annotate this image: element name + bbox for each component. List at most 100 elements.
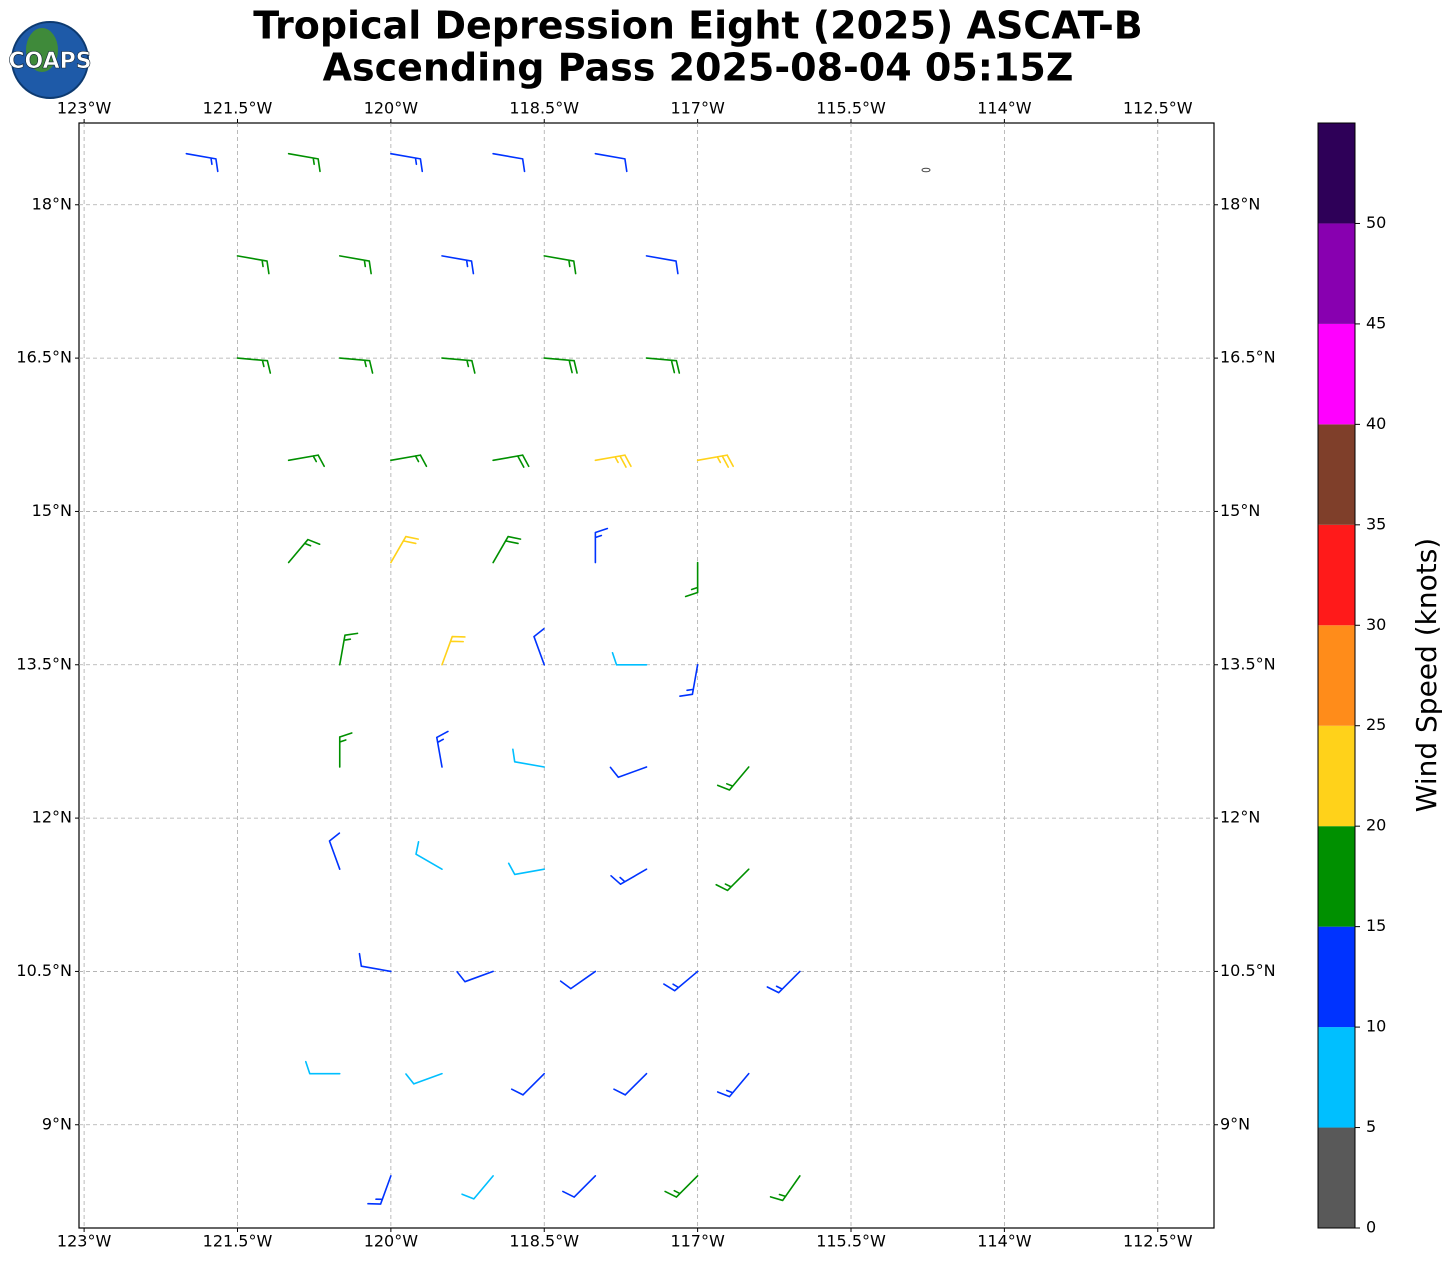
colorbar-tick-label: 15 (1366, 916, 1386, 935)
wind-barb (696, 454, 734, 468)
wind-barb (367, 1175, 392, 1205)
wind-barb (287, 538, 321, 564)
y-tick-label: 10.5°N (1220, 961, 1276, 980)
colorbar-frame (1317, 122, 1356, 1229)
wind-barb (512, 748, 546, 768)
wind-barb (664, 1175, 699, 1198)
wind-barb (287, 454, 325, 468)
y-tick-label: 18°N (32, 194, 72, 213)
wind-barb (594, 454, 632, 468)
y-tick-label: 9°N (42, 1114, 72, 1133)
x-tick-label: 112.5°W (1123, 99, 1193, 118)
wind-barb (594, 152, 628, 173)
y-tick-label: 9°N (1220, 1114, 1250, 1133)
wind-barb (663, 970, 699, 992)
wind-barb (611, 651, 648, 666)
y-tick-label: 12°N (32, 808, 72, 827)
wind-barb (769, 1175, 801, 1202)
y-tick-label: 10.5°N (16, 961, 72, 980)
x-tick-label: 117°W (670, 99, 725, 118)
wind-barb (645, 357, 681, 374)
y-tick-label: 13.5°N (16, 654, 72, 673)
colorbar-segment (1318, 725, 1355, 827)
colorbar-tick-label: 10 (1366, 1017, 1386, 1036)
y-tick-label: 15°N (32, 501, 72, 520)
wind-barb (338, 255, 372, 275)
wind-barb (492, 152, 526, 173)
wind-barb (338, 357, 374, 374)
chart-title: Tropical Depression Eight (2025) ASCAT-B (253, 4, 1142, 48)
colorbar-tick-label: 50 (1366, 213, 1386, 232)
y-tick-label: 16.5°N (1220, 348, 1276, 367)
wind-barb (543, 357, 578, 374)
wind-barb (594, 527, 609, 564)
colorbar: 0 5 10 15 20 25 30 35 40 45 50 (1317, 122, 1386, 1237)
colorbar-label: Wind Speed (knots) (1410, 538, 1443, 812)
x-tick-label: 115.5°W (816, 99, 886, 118)
wind-barb (435, 730, 449, 768)
wind-barb (456, 970, 494, 983)
wind-barb (287, 152, 321, 173)
island (921, 167, 931, 173)
y-tick-label: 15°N (1220, 501, 1260, 520)
wind-barb (716, 1072, 750, 1098)
wind-barb (679, 663, 699, 697)
colorbar-tick-label: 0 (1366, 1218, 1376, 1237)
wind-barb (684, 561, 699, 598)
wind-barb (415, 841, 443, 871)
colorbar-segment (1318, 926, 1355, 1028)
x-tick-label: 112.5°W (1123, 1232, 1193, 1251)
wind-barb (390, 535, 420, 564)
wind-barb (185, 152, 219, 173)
wind-barb (358, 952, 392, 973)
colorbar-tick-label: 20 (1366, 816, 1386, 835)
x-tick-label: 115.5°W (816, 1232, 886, 1251)
wind-barb (645, 255, 679, 275)
colorbar-tick-label: 35 (1366, 514, 1386, 533)
colorbar-segment (1318, 826, 1355, 927)
wind-barb (510, 1072, 546, 1096)
colorbar-segment (1318, 424, 1355, 525)
wind-barb (543, 255, 577, 275)
x-tick-label: 123°W (57, 1232, 112, 1251)
wind-barb (236, 255, 270, 275)
plot-frame (78, 122, 1215, 1229)
x-tick-label: 120°W (364, 99, 419, 118)
wind-barb (610, 868, 648, 886)
wind-barb (533, 627, 546, 666)
x-tick-label: 120°W (364, 1232, 419, 1251)
colorbar-tick-label: 45 (1366, 313, 1386, 332)
x-tick-label: 117°W (670, 1232, 725, 1251)
x-tick-label: 114°W (977, 1232, 1032, 1251)
wind-barb (236, 357, 272, 374)
wind-barb (492, 454, 530, 468)
wind-barb (461, 1175, 494, 1200)
wind-barb (715, 868, 750, 892)
colorbar-segment (1318, 223, 1355, 324)
wind-barb (562, 1175, 597, 1198)
colorbar-tick-label: 5 (1366, 1117, 1376, 1136)
logo-text: COAPS (8, 49, 91, 74)
wind-barb (609, 766, 648, 779)
grid (79, 123, 1214, 1228)
wind-barb (613, 1072, 648, 1096)
wind-barb (559, 970, 597, 990)
wind-barb (338, 632, 359, 666)
wind-barb (304, 1060, 341, 1075)
wind-barb (766, 970, 801, 994)
y-tick-label: 18°N (1220, 194, 1260, 213)
x-tick-label: 123°W (57, 99, 112, 118)
wind-barb (441, 635, 466, 666)
y-tick-label: 12°N (1220, 808, 1260, 827)
x-tick-label: 118.5°W (509, 99, 579, 118)
colorbar-tick-label: 25 (1366, 715, 1386, 734)
x-tick-label: 121.5°W (203, 99, 273, 118)
wind-barb (441, 255, 475, 275)
wind-barb (441, 357, 476, 374)
colorbar-segment (1318, 625, 1355, 726)
wind-barb (716, 766, 750, 791)
colorbar-segment (1318, 323, 1355, 425)
x-tick-label: 121.5°W (203, 1232, 273, 1251)
logo: COAPS (8, 21, 92, 99)
